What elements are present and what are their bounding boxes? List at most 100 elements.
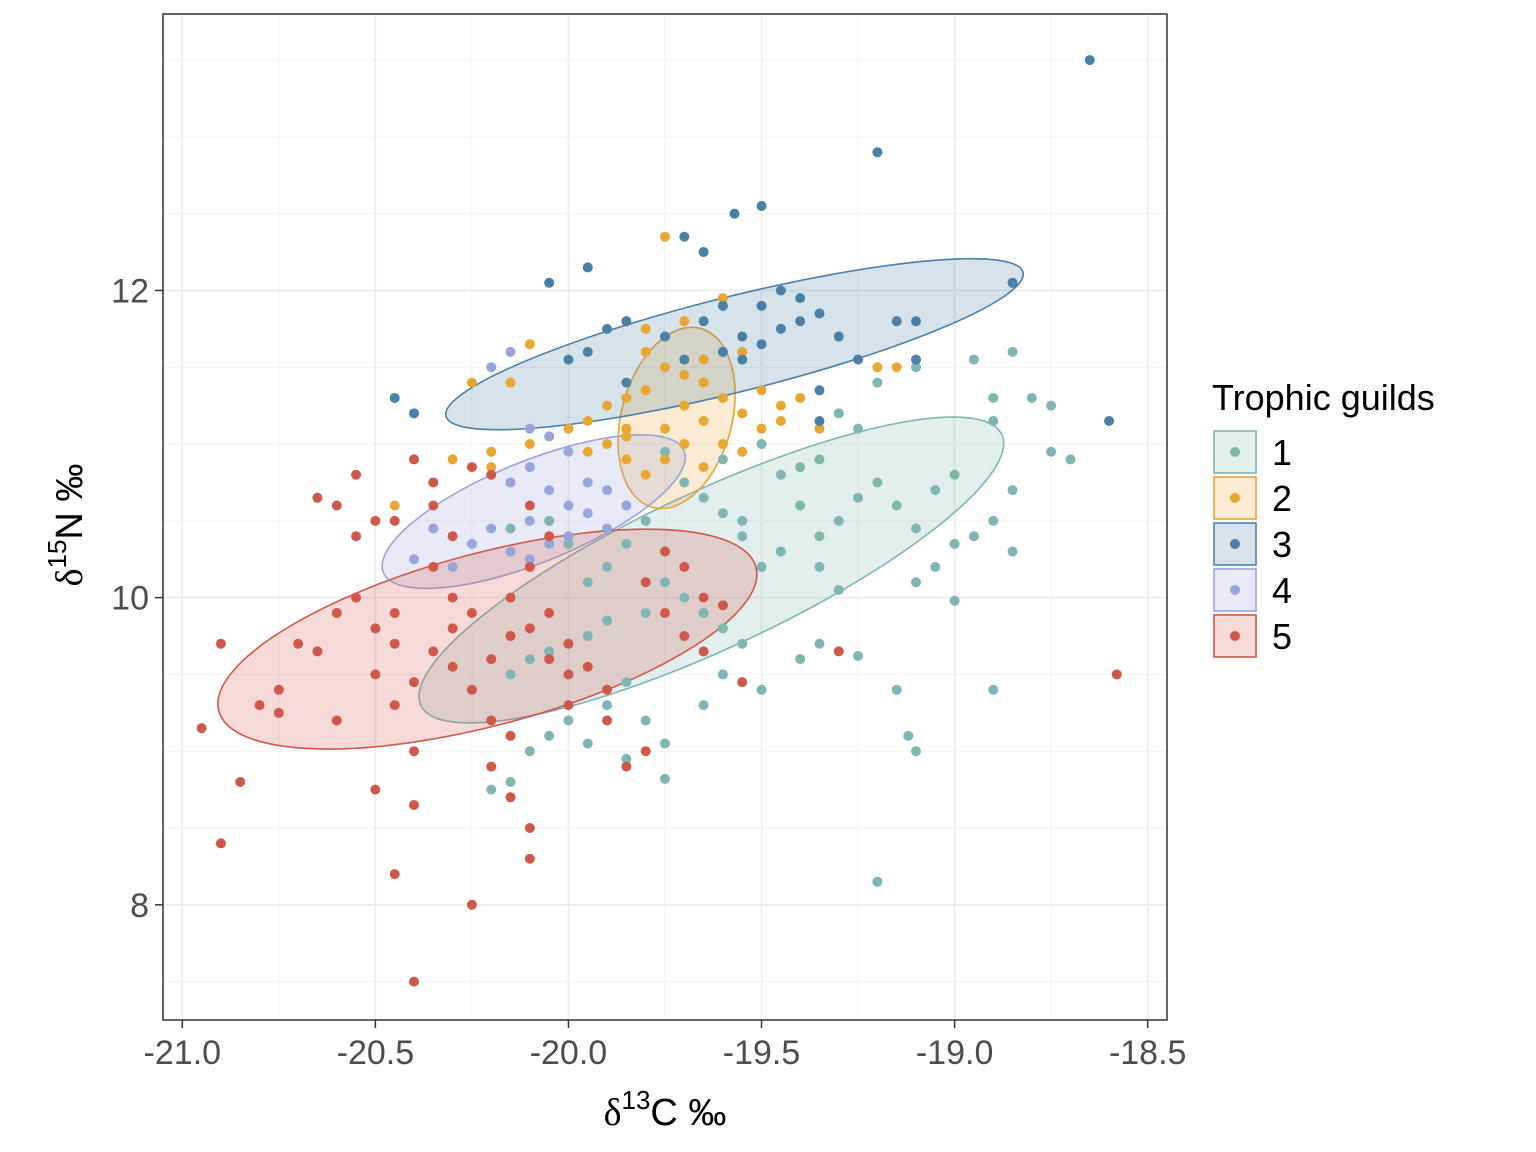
point-guild-1 <box>1065 454 1076 465</box>
point-guild-5 <box>273 684 284 695</box>
point-guild-2 <box>814 423 825 434</box>
x-axis-ticks: -21.0 -20.5 -20.0 -19.5 -19.0 -18.5 <box>144 1020 1186 1072</box>
point-guild-5 <box>235 776 246 787</box>
point-guild-5 <box>293 638 304 649</box>
point-guild-3 <box>853 354 864 365</box>
point-guild-5 <box>524 500 535 511</box>
point-guild-1 <box>853 423 864 434</box>
point-guild-2 <box>640 323 651 334</box>
point-guild-2 <box>660 231 670 242</box>
point-guild-1 <box>968 354 979 365</box>
point-guild-3 <box>621 316 632 327</box>
point-guild-1 <box>911 746 921 757</box>
point-guild-1 <box>505 776 516 787</box>
point-guild-5 <box>215 638 226 649</box>
point-guild-5 <box>389 515 400 526</box>
legend-dot-guild-3 <box>1230 539 1240 549</box>
point-guild-3 <box>679 354 690 365</box>
point-guild-1 <box>1007 485 1018 496</box>
point-guild-2 <box>466 377 477 388</box>
point-guild-1 <box>756 684 767 695</box>
point-guild-1 <box>756 561 767 572</box>
point-guild-5 <box>679 631 690 642</box>
point-guild-5 <box>447 623 458 634</box>
point-guild-4 <box>602 485 613 496</box>
point-guild-5 <box>833 646 844 657</box>
point-guild-2 <box>698 354 709 365</box>
point-guild-1 <box>660 577 670 588</box>
point-guild-1 <box>737 515 748 526</box>
point-guild-4 <box>428 523 439 534</box>
point-guild-3 <box>756 339 767 350</box>
point-guild-5 <box>544 531 555 542</box>
point-guild-5 <box>428 500 439 511</box>
point-guild-1 <box>949 538 960 549</box>
point-guild-2 <box>737 408 748 419</box>
point-guild-1 <box>833 584 844 595</box>
point-guild-1 <box>1007 546 1018 557</box>
point-guild-1 <box>988 416 999 427</box>
point-guild-2 <box>698 462 709 473</box>
point-guild-1 <box>814 638 825 649</box>
point-guild-3 <box>833 331 844 342</box>
point-guild-5 <box>331 500 342 511</box>
point-guild-3 <box>795 316 806 327</box>
point-guild-2 <box>389 500 400 511</box>
point-guild-2 <box>602 439 613 450</box>
point-guild-5 <box>486 715 497 726</box>
point-guild-5 <box>486 654 497 665</box>
legend-dot-guild-4 <box>1230 585 1240 595</box>
point-guild-4 <box>621 500 632 511</box>
legend-dot-guild-1 <box>1230 447 1240 457</box>
point-guild-2 <box>563 423 574 434</box>
point-guild-5 <box>505 631 516 642</box>
x-tick-label: -20.5 <box>337 1034 415 1072</box>
point-guild-4 <box>524 423 535 434</box>
y-tick-label: 8 <box>130 887 149 925</box>
point-guild-5 <box>215 838 226 849</box>
point-guild-3 <box>729 208 740 219</box>
point-guild-2 <box>795 392 806 403</box>
point-guild-3 <box>911 316 921 327</box>
x-tick-label: -19.5 <box>723 1034 801 1072</box>
y-tick-label: 12 <box>111 272 149 310</box>
point-guild-5 <box>447 592 458 603</box>
point-guild-4 <box>602 523 613 534</box>
point-guild-4 <box>486 362 497 373</box>
point-guild-2 <box>679 369 690 380</box>
point-guild-1 <box>1046 400 1057 411</box>
point-guild-5 <box>602 684 613 695</box>
point-guild-1 <box>660 446 670 457</box>
point-guild-5 <box>351 469 362 480</box>
point-guild-2 <box>891 362 902 373</box>
point-guild-5 <box>351 531 362 542</box>
point-guild-1 <box>872 377 883 388</box>
data-points <box>196 55 1122 987</box>
point-guild-1 <box>563 715 574 726</box>
point-guild-5 <box>370 784 381 795</box>
point-guild-2 <box>775 400 786 411</box>
point-guild-5 <box>582 661 593 672</box>
ellipse-guild-5 <box>217 528 758 750</box>
legend-dot-guild-5 <box>1230 631 1240 641</box>
point-guild-4 <box>505 477 516 488</box>
point-guild-3 <box>544 277 555 288</box>
point-guild-1 <box>660 738 670 749</box>
point-guild-2 <box>717 293 728 304</box>
point-guild-1 <box>1007 346 1018 357</box>
point-guild-3 <box>737 331 748 342</box>
point-guild-1 <box>930 485 941 496</box>
point-guild-1 <box>505 669 516 680</box>
point-guild-2 <box>717 439 728 450</box>
point-guild-4 <box>563 446 574 457</box>
point-guild-4 <box>524 554 535 565</box>
point-guild-5 <box>602 715 613 726</box>
point-guild-2 <box>621 392 632 403</box>
point-guild-1 <box>660 773 670 784</box>
point-guild-3 <box>814 308 825 319</box>
point-guild-5 <box>524 623 535 634</box>
point-guild-5 <box>466 607 477 618</box>
point-guild-4 <box>544 485 555 496</box>
point-guild-3 <box>795 293 806 304</box>
point-guild-1 <box>621 753 632 764</box>
